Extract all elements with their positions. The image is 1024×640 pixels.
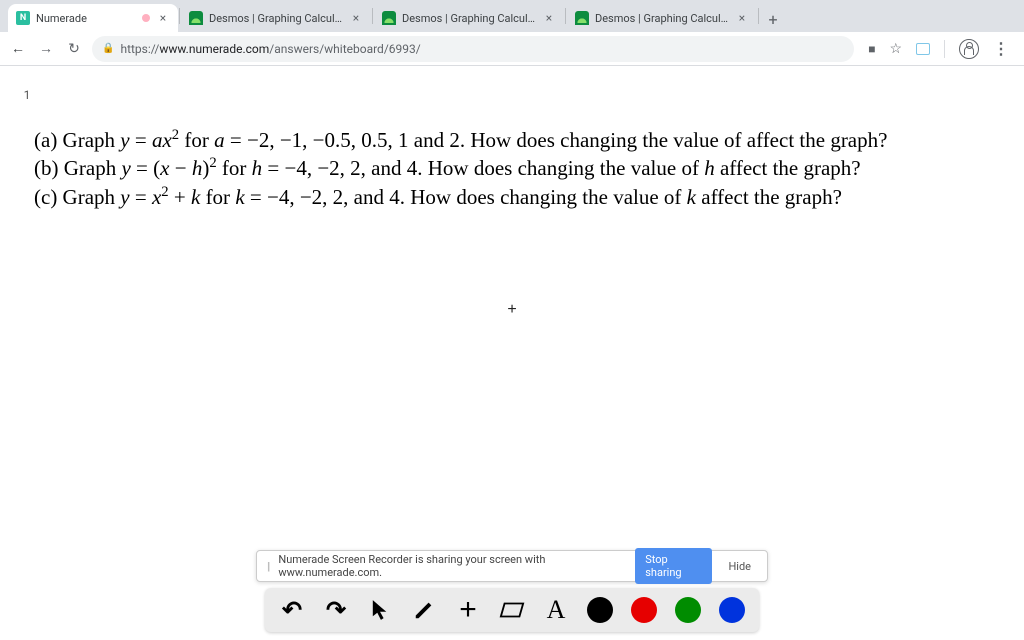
new-tab-button[interactable]: +	[760, 6, 786, 32]
numerade-favicon: N	[16, 11, 30, 25]
problem-text: (a) Graph y = ax2 for a = −2, −1, −0.5, …	[34, 126, 994, 211]
bookmark-star-icon[interactable]: ☆	[889, 41, 902, 57]
browser-toolbar: ← → ↻ 🔒 https://www.numerade.com/answers…	[0, 32, 1024, 66]
profile-avatar-icon[interactable]	[959, 39, 979, 59]
drag-grip-icon[interactable]: ||	[267, 560, 268, 573]
page-indicator[interactable]: 1	[16, 84, 38, 106]
whiteboard-toolbar: ↶ ↷ + A	[265, 588, 759, 632]
toolbar-divider	[944, 40, 945, 58]
problem-line-a: (a) Graph y = ax2 for a = −2, −1, −0.5, …	[34, 126, 994, 154]
tab-desmos-1[interactable]: Desmos | Graphing Calculator ×	[181, 4, 371, 32]
desmos-favicon	[189, 11, 203, 25]
desmos-favicon	[382, 11, 396, 25]
address-bar[interactable]: 🔒 https://www.numerade.com/answers/white…	[92, 36, 854, 62]
add-tool[interactable]: +	[455, 597, 481, 623]
color-green-swatch[interactable]	[675, 597, 701, 623]
tab-title: Desmos | Graphing Calculator	[209, 12, 343, 25]
text-tool[interactable]: A	[543, 597, 569, 623]
color-blue-swatch[interactable]	[719, 597, 745, 623]
tab-numerade[interactable]: N Numerade ×	[8, 4, 178, 32]
tab-title: Desmos | Graphing Calculator	[402, 12, 536, 25]
back-button[interactable]: ←	[8, 40, 28, 57]
recording-indicator-icon	[142, 14, 150, 22]
eraser-tool[interactable]	[499, 597, 525, 623]
canvas-cursor-icon: +	[507, 301, 516, 319]
kebab-menu-icon[interactable]: ⋮	[993, 39, 1010, 58]
tab-desmos-2[interactable]: Desmos | Graphing Calculator ×	[374, 4, 564, 32]
tab-title: Numerade	[36, 12, 136, 25]
hide-share-button[interactable]: Hide	[722, 555, 757, 578]
redo-button[interactable]: ↷	[323, 597, 349, 623]
close-tab-icon[interactable]: ×	[349, 11, 363, 25]
share-message: Numerade Screen Recorder is sharing your…	[278, 553, 625, 579]
lock-icon: 🔒	[102, 43, 114, 54]
problem-line-c: (c) Graph y = x2 + k for k = −4, −2, 2, …	[34, 183, 994, 211]
cast-icon[interactable]	[916, 43, 930, 55]
desmos-favicon	[575, 11, 589, 25]
close-tab-icon[interactable]: ×	[735, 11, 749, 25]
reload-button[interactable]: ↻	[64, 41, 84, 57]
tab-divider	[758, 8, 759, 24]
pen-tool[interactable]	[411, 597, 437, 623]
forward-button[interactable]: →	[36, 40, 56, 57]
stop-sharing-button[interactable]: Stop sharing	[635, 548, 712, 584]
color-red-swatch[interactable]	[631, 597, 657, 623]
url-text: https://www.numerade.com/answers/whitebo…	[120, 42, 420, 56]
tab-divider	[179, 8, 180, 24]
screen-share-bar: || Numerade Screen Recorder is sharing y…	[256, 550, 768, 582]
camera-icon[interactable]: ■	[868, 42, 875, 56]
tab-divider	[565, 8, 566, 24]
toolbar-right: ■ ☆ ⋮	[862, 39, 1016, 59]
tab-desmos-3[interactable]: Desmos | Graphing Calculator ×	[567, 4, 757, 32]
tab-divider	[372, 8, 373, 24]
close-tab-icon[interactable]: ×	[542, 11, 556, 25]
color-black-swatch[interactable]	[587, 597, 613, 623]
close-tab-icon[interactable]: ×	[156, 11, 170, 25]
tab-title: Desmos | Graphing Calculator	[595, 12, 729, 25]
cursor-tool[interactable]	[367, 597, 393, 623]
page-content: 1 (a) Graph y = ax2 for a = −2, −1, −0.5…	[0, 66, 1024, 640]
tab-strip: N Numerade × Desmos | Graphing Calculato…	[0, 0, 1024, 32]
undo-button[interactable]: ↶	[279, 597, 305, 623]
problem-line-b: (b) Graph y = (x − h)2 for h = −4, −2, 2…	[34, 154, 994, 182]
